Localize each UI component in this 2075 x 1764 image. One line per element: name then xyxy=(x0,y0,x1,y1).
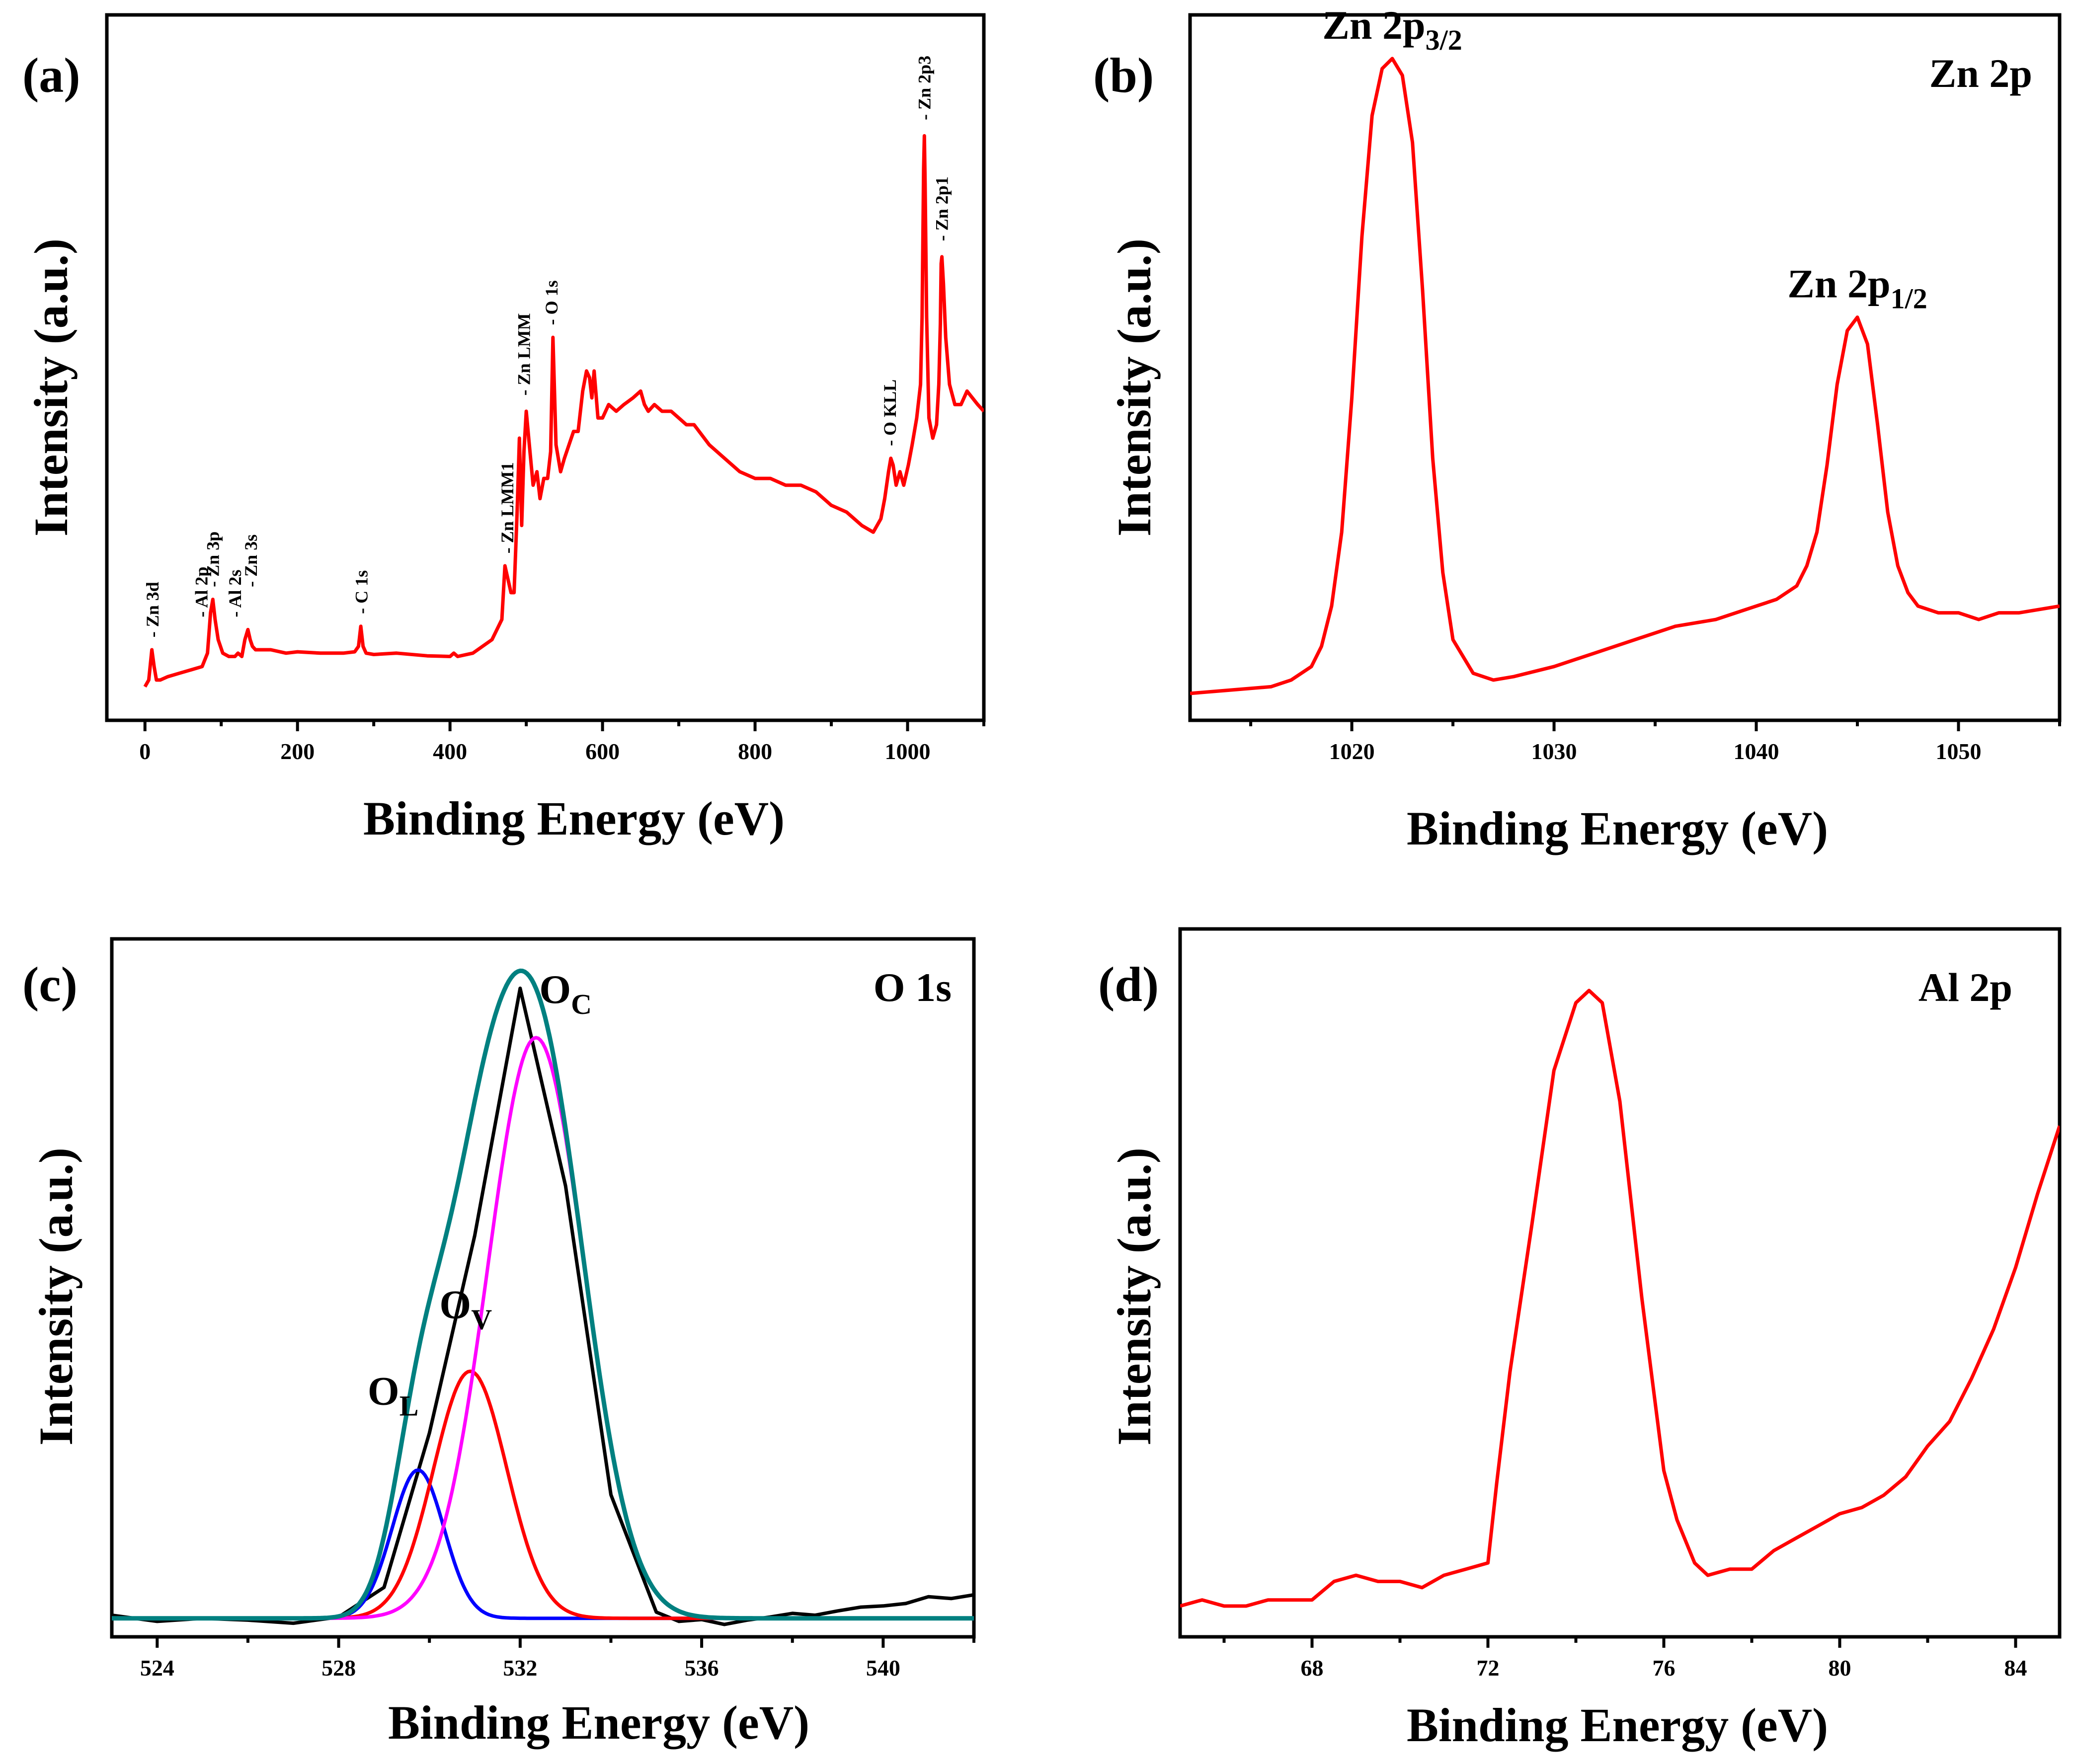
x-tick-label-a-400: 400 xyxy=(433,739,467,764)
y-axis-title-d: Intensity (a.u.) xyxy=(1108,1148,1161,1446)
panel-title-b: Zn 2p xyxy=(1929,51,2032,96)
panel-d: (d) Intensity (a.u.) Binding Energy (eV)… xyxy=(1098,927,2062,1752)
x-tick-label-d-68: 68 xyxy=(1301,1655,1324,1681)
x-tick-label-c-540: 540 xyxy=(866,1655,900,1681)
x-tick-label-a-800: 800 xyxy=(738,739,772,764)
series-group-c xyxy=(112,968,974,1626)
panel-label-d: (d) xyxy=(1098,957,1159,1012)
x-axis-title-a: Binding Energy (eV) xyxy=(363,792,785,845)
x-tick-label-c-524: 524 xyxy=(140,1655,174,1681)
x-tick-label-a-0: 0 xyxy=(139,739,151,764)
peak-label-a-6: - Zn LMM1 xyxy=(497,462,517,553)
series-line-c-0 xyxy=(112,987,974,1626)
plot-frame-a xyxy=(105,13,986,722)
peak-label-b-1: Zn 2p1/2 xyxy=(1787,261,1927,315)
y-axis-title-a: Intensity (a.u.) xyxy=(24,238,78,537)
x-tick-label-d-84: 84 xyxy=(2004,1655,2027,1681)
panel-c: (c) Intensity (a.u.) Binding Energy (eV)… xyxy=(22,937,976,1749)
peak-label-b-0: Zn 2p3/2 xyxy=(1322,2,1462,56)
x-tick-label-d-80: 80 xyxy=(1829,1655,1851,1681)
peak-label-c-2: OC xyxy=(539,967,592,1020)
peak-label-a-9: - O KLL xyxy=(880,380,900,446)
x-tick-label-c-532: 532 xyxy=(503,1655,537,1681)
series-line-b-0 xyxy=(1190,57,2060,695)
y-axis-title-c: Intensity (a.u.) xyxy=(29,1148,82,1446)
series-group-a xyxy=(143,134,984,688)
x-axis-title-d: Binding Energy (eV) xyxy=(1407,1698,1828,1752)
x-tick-label-c-536: 536 xyxy=(685,1655,719,1681)
peak-label-a-11: - Zn 2p1 xyxy=(932,176,952,241)
y-axis-title-b: Intensity (a.u.) xyxy=(1108,238,1161,537)
panel-label-c: (c) xyxy=(22,957,78,1012)
series-group-b xyxy=(1190,57,2060,695)
fit-component-OL xyxy=(112,1468,974,1620)
plot-frame-d xyxy=(1178,927,2062,1639)
peak-label-a-4: - Zn 3s xyxy=(241,535,261,587)
plot-area-d: 68 72 76 80 84 xyxy=(1178,927,2062,1681)
peak-label-a-1: - Al 2p xyxy=(191,567,211,617)
x-tick-label-a-200: 200 xyxy=(280,739,315,764)
panel-b: (b) Intensity (a.u.) Binding Energy (eV)… xyxy=(1093,2,2062,855)
fit-envelope xyxy=(112,968,974,1621)
plot-area-b: 1020 1030 1040 1050 Zn 2p3/2 Zn 2p1/2 xyxy=(1188,2,2062,764)
series-line-a-0 xyxy=(143,134,984,688)
series-group-d xyxy=(1180,989,2060,1608)
x-tick-label-b-1020: 1020 xyxy=(1329,739,1375,764)
panel-title-c: O 1s xyxy=(874,965,952,1010)
plot-area-a: 0 200 400 600 800 1000- Zn 3d - Al 2p- Zn 3p- … xyxy=(105,13,986,764)
peak-label-c-1: OV xyxy=(439,1282,492,1335)
panel-label-a: (a) xyxy=(22,48,80,103)
panel-a: (a) Intensity (a.u.) Binding Energy (eV)… xyxy=(22,13,986,845)
panel-title-d: Al 2p xyxy=(1918,965,2012,1010)
x-tick-label-b-1050: 1050 xyxy=(1936,739,1982,764)
series-line-d-0 xyxy=(1180,989,2060,1608)
fit-component-OC xyxy=(112,1036,974,1620)
x-tick-label-a-600: 600 xyxy=(585,739,620,764)
x-tick-label-c-528: 528 xyxy=(321,1655,356,1681)
plot-frame-c xyxy=(110,937,976,1639)
peak-label-a-2: - Zn 3p xyxy=(203,532,223,587)
x-tick-label-a-1000: 1000 xyxy=(885,739,931,764)
x-tick-label-b-1040: 1040 xyxy=(1734,739,1779,764)
peak-label-a-7: - Zn LMM xyxy=(514,313,534,395)
panel-label-b: (b) xyxy=(1093,48,1154,103)
x-tick-label-d-72: 72 xyxy=(1477,1655,1500,1681)
x-axis-title-c: Binding Energy (eV) xyxy=(388,1696,809,1749)
peak-label-a-3: - Al 2s xyxy=(225,570,245,617)
plot-frame-b xyxy=(1188,13,2062,722)
x-tick-label-d-76: 76 xyxy=(1653,1655,1676,1681)
x-axis-title-b: Binding Energy (eV) xyxy=(1407,802,1828,855)
plot-area-c: 524 528 532 536 540 OL OV OC xyxy=(110,937,976,1681)
x-tick-label-b-1030: 1030 xyxy=(1531,739,1577,764)
peak-label-a-0: - Zn 3d xyxy=(143,582,162,637)
peak-label-a-8: - O 1s xyxy=(542,280,561,325)
peak-label-a-5: - C 1s xyxy=(352,570,372,614)
peak-label-c-0: OL xyxy=(368,1368,418,1422)
peak-label-a-10: - Zn 2p3 xyxy=(914,56,934,120)
fit-component-OV xyxy=(112,1369,974,1620)
